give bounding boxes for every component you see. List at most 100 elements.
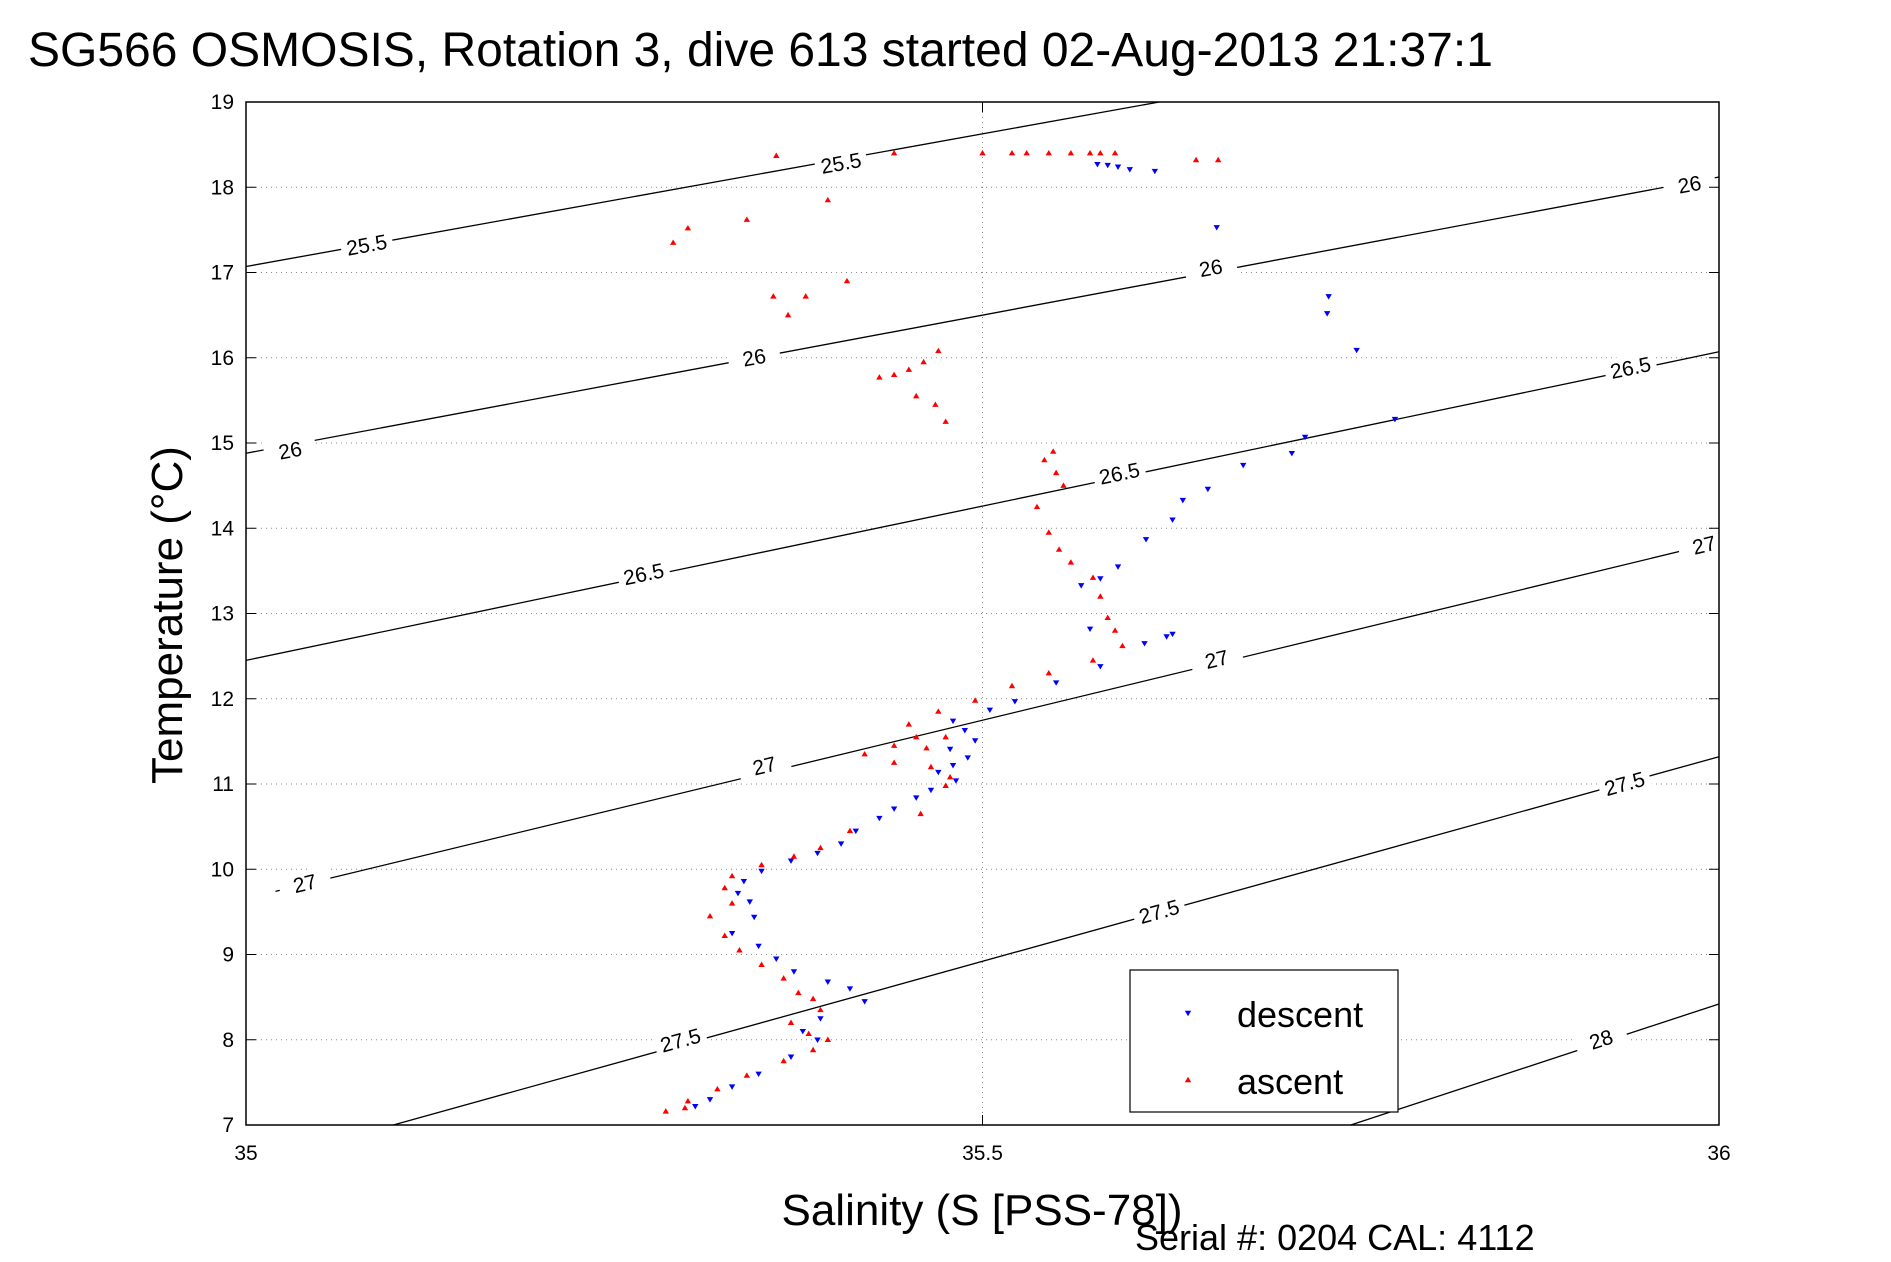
contour-label: 27 [751,753,779,781]
y-tick-label: 13 [211,603,234,626]
density-contours: 25.525.52626262626.526.526.52727272727.5… [245,101,1733,1126]
y-tick-label: 18 [211,176,234,199]
descent-point [935,769,942,776]
ascent-point [802,293,809,299]
contour-label-bg [1602,349,1659,387]
ascent-point [861,750,868,757]
descent-point [750,914,758,921]
contour-label-bg [736,747,793,785]
descent-point [946,746,954,753]
descent-point [1323,311,1331,317]
ascent-point [979,149,986,156]
ascent-point [876,374,883,380]
descent-point [1077,583,1085,589]
descent-point [952,778,960,784]
descent-point [890,806,898,812]
descent-point [758,868,765,875]
descent-point [1097,576,1104,582]
descent-point [961,728,969,734]
contour-label-bg [276,864,334,903]
contour-label: 27 [1203,646,1231,674]
ascent-point [942,782,949,788]
y-tick-label: 12 [211,688,234,711]
descent-point [814,1037,821,1043]
data-series [662,149,1399,1114]
contour-label-bg [1596,764,1654,804]
descent-point [949,763,957,769]
descent-point [964,755,971,761]
descent-point [1097,664,1104,670]
contour-label-bg [726,340,783,376]
descent-point [1288,450,1296,457]
ascent-point [913,733,920,740]
descent-point [1163,634,1170,640]
descent-point [837,841,845,847]
ascent-point [1119,642,1126,649]
ascent-point [905,721,913,727]
ascent-point [780,1057,787,1064]
contour-label: 27.5 [1602,768,1648,801]
contour-label-bg [615,556,672,593]
ascent-point [809,1046,817,1053]
contour-label: 26 [1197,255,1224,282]
ascent-point [1192,156,1200,163]
y-tick-label: 15 [211,432,234,455]
x-axis-label: Salinity (S [PSS-78]) [781,1186,1182,1235]
ascent-point [1023,149,1030,156]
ascent-point [780,975,787,981]
ascent-point [917,810,924,817]
ascent-point [824,1036,832,1042]
ascent-point [728,900,736,906]
ascent-point [743,1072,751,1078]
ascent-point [784,311,792,318]
ascent-point [946,773,954,780]
ascent-point [1111,627,1119,633]
ascent-point [1060,482,1067,488]
ascent-point [971,697,979,703]
ascent-point [1111,149,1119,156]
ascent-point [773,152,780,158]
descent-point [949,718,957,725]
descent-point [734,890,742,897]
ascent-point [787,1019,795,1025]
ascent-point [721,932,728,938]
contour-label: 26.5 [621,559,666,590]
descent-point [824,979,832,985]
ascent-point [1033,503,1041,510]
ascent-point [1214,156,1222,163]
descent-point [1142,537,1150,543]
descent-point [755,943,762,950]
descent-point [728,930,736,937]
descent-point [927,787,935,794]
chart-title: SG566 OSMOSIS, Rotation 3, dive 613 star… [28,24,1493,77]
legend-box [1129,969,1399,1113]
x-tick-label: 35.5 [962,1142,1003,1165]
ascent-point [790,853,798,859]
ascent-point [681,1104,689,1111]
ascent-point [1008,149,1016,156]
descent-point [706,1097,714,1103]
y-tick-label: 11 [212,773,234,796]
descent-point [728,1084,736,1090]
descent-point [971,738,979,744]
contour-26 [245,176,1720,454]
descent-point [1104,162,1111,169]
y-tick-label: 10 [211,858,234,881]
descent-point [790,969,798,975]
ascent-point [932,401,939,407]
contour-label: 27.5 [658,1025,704,1058]
descent-point [876,815,883,822]
descent-point [1086,626,1094,633]
ascent-point [824,196,832,203]
ascent-point [1086,149,1094,156]
ascent-point [728,872,736,879]
contour-label-bg [1572,1019,1630,1061]
y-tick-label: 19 [211,91,234,114]
ascent-point [669,239,677,245]
ascent-point [795,989,802,996]
contour-28 [1350,1003,1720,1126]
ascent-point [706,912,714,919]
descent-point [1179,497,1187,504]
descent-point [861,999,868,1005]
